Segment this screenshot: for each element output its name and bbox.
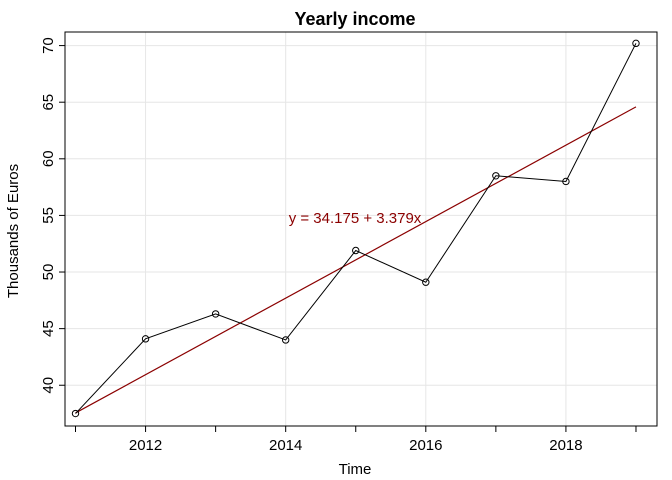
- y-axis: 40 45 50 55 60 65 70: [40, 37, 65, 394]
- x-tick-label: 2014: [269, 437, 302, 454]
- data-point: [492, 172, 500, 180]
- data-point: [281, 336, 290, 344]
- data-point: [422, 278, 430, 286]
- plot-frame: [64, 31, 658, 427]
- y-tick-label: 60: [40, 150, 57, 167]
- y-tick-label: 55: [40, 207, 57, 224]
- x-tick-label: 2012: [129, 437, 162, 454]
- regression-equation: y = 34.175 + 3.379x: [289, 210, 422, 227]
- trend-line: [75, 106, 637, 414]
- data-point: [352, 246, 360, 255]
- y-axis-label: Thousands of Euros: [5, 164, 22, 298]
- grid-layer: [65, 32, 657, 426]
- data-point: [71, 409, 80, 418]
- chart-title: Yearly income: [294, 9, 415, 29]
- y-tick-label: 40: [40, 377, 57, 394]
- y-tick-label: 50: [40, 264, 57, 281]
- data-point: [141, 335, 150, 343]
- y-tick-label: 70: [40, 37, 57, 54]
- trend-line-layer: [75, 106, 637, 414]
- data-point: [632, 39, 640, 48]
- x-axis-label: Time: [339, 461, 372, 478]
- data-point: [562, 177, 570, 186]
- series-layer: [71, 39, 640, 418]
- y-tick-label: 65: [40, 94, 57, 111]
- y-tick-label: 45: [40, 320, 57, 337]
- x-tick-label: 2016: [409, 437, 442, 454]
- data-point: [211, 310, 220, 318]
- x-tick-label: 2018: [549, 437, 582, 454]
- series-line: [75, 43, 637, 414]
- x-axis: 2012 2014 2016 2018: [75, 426, 637, 454]
